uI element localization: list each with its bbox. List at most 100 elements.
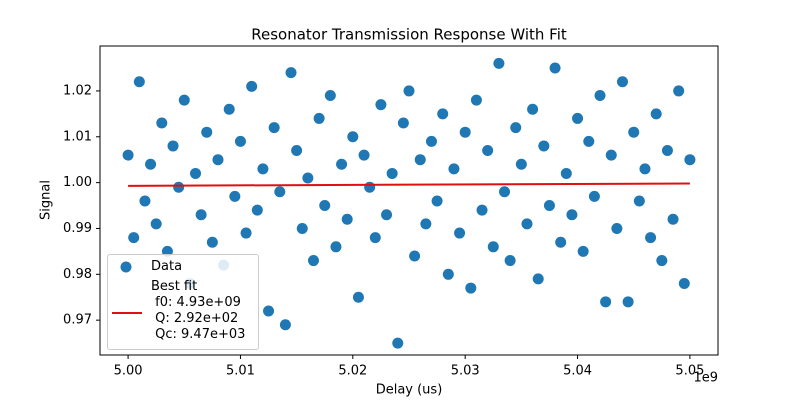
- y-tick-label: 0.97: [63, 313, 92, 328]
- data-point: [347, 131, 359, 143]
- legend-keys: [112, 261, 142, 314]
- x-tick-label: 5.02: [338, 364, 367, 379]
- data-point: [229, 190, 241, 202]
- data-point: [178, 94, 190, 106]
- data-point: [560, 167, 572, 179]
- data-point: [448, 163, 460, 175]
- y-tick-label: 1.00: [63, 175, 92, 190]
- legend-label: Data: [151, 259, 183, 274]
- data-point: [296, 222, 308, 234]
- data-point: [600, 296, 612, 308]
- data-point: [504, 255, 516, 267]
- y-tick-label: 0.99: [63, 221, 92, 236]
- data-point: [543, 200, 555, 212]
- data-point: [150, 218, 162, 230]
- x-axis-label: Delay (us): [376, 383, 443, 398]
- data-point: [476, 204, 488, 216]
- data-point: [313, 112, 325, 124]
- data-point: [291, 145, 303, 157]
- data-point: [510, 122, 522, 134]
- data-point: [487, 241, 499, 253]
- data-point: [128, 232, 140, 244]
- x-tick-label: 5.04: [563, 364, 592, 379]
- data-point: [195, 209, 207, 221]
- x-tick-label: 5.00: [114, 364, 143, 379]
- data-point: [673, 85, 685, 97]
- data-point: [532, 273, 544, 285]
- x-offset-label: 1e9: [693, 371, 718, 386]
- data-point: [302, 172, 314, 184]
- data-point: [521, 218, 533, 230]
- data-point: [375, 99, 387, 111]
- data-point: [324, 90, 336, 102]
- data-point: [420, 218, 432, 230]
- data-point: [538, 140, 550, 152]
- data-point: [555, 236, 567, 248]
- data-point: [403, 85, 415, 97]
- data-point: [465, 282, 477, 294]
- data-point: [352, 291, 364, 303]
- data-point: [341, 213, 353, 225]
- data-point: [650, 108, 662, 120]
- chart-title: Resonator Transmission Response With Fit: [251, 26, 567, 44]
- legend: Data Best fit f0: 4.93e+09 Q: 2.92e+02 Q…: [107, 254, 259, 350]
- data-point: [678, 277, 690, 289]
- data-point: [566, 209, 578, 221]
- fit-line: [128, 182, 690, 187]
- data-point: [307, 255, 319, 267]
- data-point: [392, 337, 404, 349]
- data-point: [454, 227, 466, 239]
- data-point: [397, 117, 409, 129]
- data-point: [549, 62, 561, 74]
- data-point: [611, 222, 623, 234]
- data-point: [527, 103, 539, 115]
- legend-marker: [120, 261, 132, 273]
- data-point: [616, 76, 628, 88]
- data-point: [437, 108, 449, 120]
- data-point: [622, 296, 634, 308]
- data-point: [493, 57, 505, 69]
- data-point: [133, 76, 145, 88]
- data-point: [684, 154, 696, 166]
- data-point: [482, 145, 494, 157]
- data-point: [145, 158, 157, 170]
- data-point: [330, 241, 342, 253]
- x-tick-label: 5.03: [451, 364, 480, 379]
- data-point: [515, 158, 527, 170]
- data-point: [364, 181, 376, 193]
- data-point: [201, 126, 213, 138]
- data-point: [285, 67, 297, 79]
- data-point: [661, 145, 673, 157]
- data-point: [190, 167, 202, 179]
- y-tick-label: 1.02: [63, 83, 92, 98]
- data-point: [414, 154, 426, 166]
- data-point: [667, 213, 679, 225]
- data-point: [425, 135, 437, 147]
- data-point: [409, 250, 421, 262]
- x-tick-label: 5.01: [226, 364, 255, 379]
- data-point: [572, 112, 584, 124]
- data-point: [167, 140, 179, 152]
- data-point: [139, 195, 151, 207]
- data-point: [442, 268, 454, 280]
- data-point: [645, 232, 657, 244]
- data-point: [583, 135, 595, 147]
- data-point: [577, 245, 589, 257]
- data-point: [257, 163, 269, 175]
- data-point: [358, 149, 370, 161]
- data-point: [381, 209, 393, 221]
- data-point: [206, 236, 218, 248]
- data-point: [240, 227, 252, 239]
- data-point: [319, 200, 331, 212]
- data-point: [594, 90, 606, 102]
- data-point: [628, 126, 640, 138]
- data-point: [251, 204, 263, 216]
- data-point: [459, 126, 471, 138]
- plot-frame: [99, 45, 719, 356]
- data-point: [246, 80, 258, 92]
- y-tick-label: 0.98: [63, 267, 92, 282]
- data-point: [588, 190, 600, 202]
- data-point: [499, 186, 511, 198]
